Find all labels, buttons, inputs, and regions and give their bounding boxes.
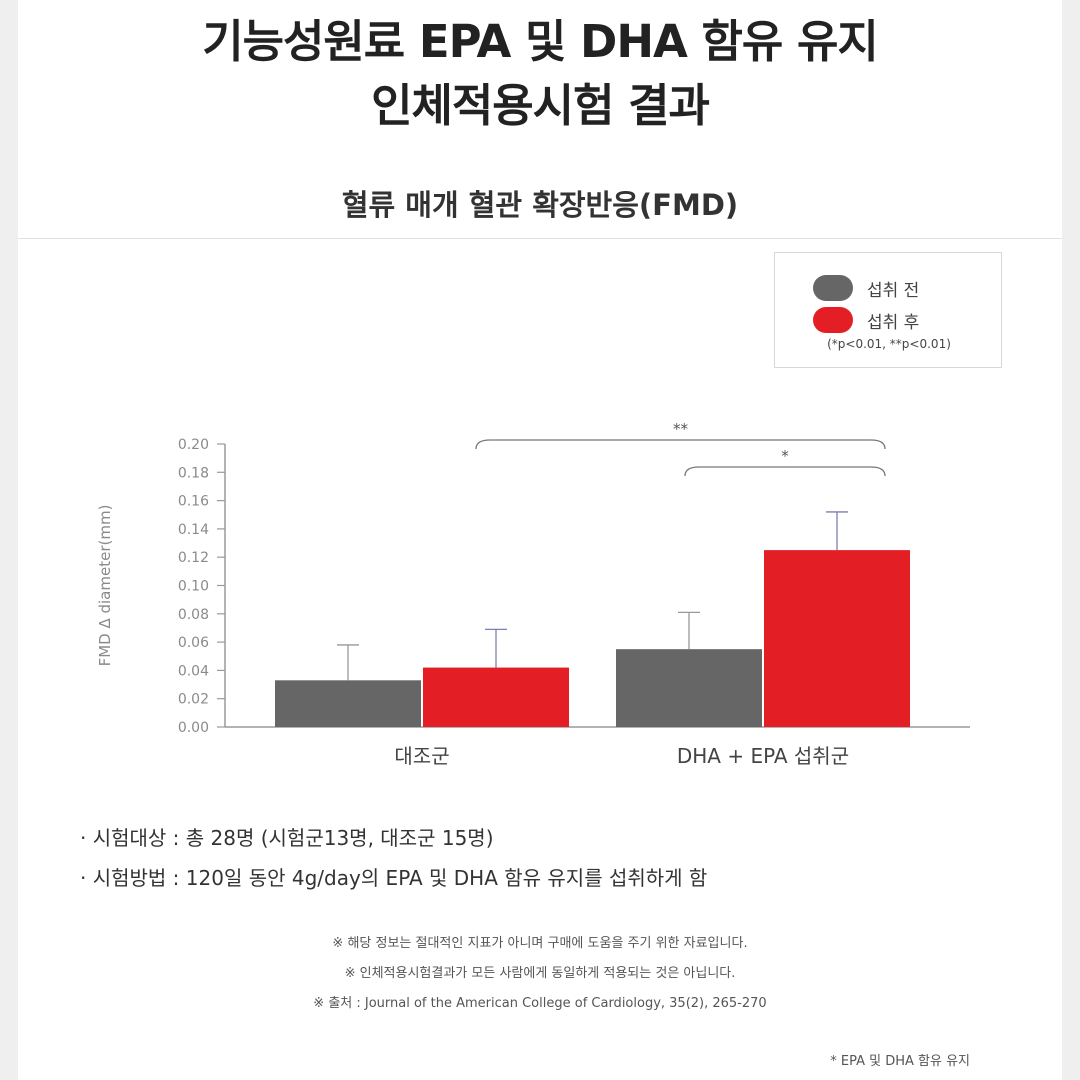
- source-note: ※ 출처 : Journal of the American College o…: [313, 996, 767, 1011]
- title-line-1: 기능성원료 EPA 및 DHA 함유 유지: [202, 15, 879, 68]
- chart-title: 혈류 매개 혈관 확장반응(FMD): [341, 188, 739, 222]
- y-tick-label: 0.04: [178, 663, 209, 679]
- legend-swatch-after: [813, 307, 853, 333]
- category-label: 대조군: [394, 744, 449, 768]
- disclaimer-note-1: ※ 해당 정보는 절대적인 지표가 아니며 구매에 도움을 주기 위한 자료입니…: [332, 936, 748, 951]
- bar-0-1: [423, 667, 569, 727]
- y-tick-label: 0.00: [178, 720, 209, 736]
- significance-bracket: [475, 439, 886, 450]
- category-label: DHA + EPA 섭취군: [677, 744, 849, 768]
- y-tick-label: 0.14: [178, 522, 209, 538]
- legend-swatch-before: [813, 275, 853, 301]
- legend-item-before: 섭취 전: [813, 273, 919, 303]
- y-tick-label: 0.10: [178, 579, 209, 595]
- significance-label: *: [781, 447, 789, 465]
- legend-label-before: 섭취 전: [867, 280, 920, 301]
- bar-0-0: [275, 680, 421, 727]
- significance-bracket: [684, 466, 886, 477]
- legend-item-after: 섭취 후: [813, 305, 919, 335]
- bar-chart: 0.00 0.02 0.04 0.06 0.08 0.10 0.12 0.14 0.16 0.18…: [96, 420, 970, 768]
- footnote: * EPA 및 DHA 함유 유지: [830, 1054, 970, 1069]
- legend-significance-note: (*p<0.01, **p<0.01): [827, 337, 951, 351]
- bar-1-0: [616, 649, 762, 727]
- info-method: · 시험방법 : 120일 동안 4g/day의 EPA 및 DHA 함유 유지…: [80, 866, 708, 890]
- y-tick-label: 0.12: [178, 550, 209, 566]
- legend-label-after: 섭취 후: [867, 312, 920, 333]
- page-title: 기능성원료 EPA 및 DHA 함유 유지 인체적용시험 결과: [18, 10, 1062, 138]
- significance-label: **: [673, 420, 689, 438]
- info-subjects: · 시험대상 : 총 28명 (시험군13명, 대조군 15명): [80, 826, 494, 850]
- bar-1-1: [764, 550, 910, 727]
- y-axis-label: FMD Δ diameter(mm): [96, 505, 114, 667]
- y-tick-label: 0.20: [178, 437, 209, 453]
- disclaimer-note-2: ※ 인체적용시험결과가 모든 사람에게 동일하게 적용되는 것은 아닙니다.: [344, 966, 736, 981]
- y-tick-label: 0.08: [178, 607, 209, 623]
- y-tick-label: 0.06: [178, 635, 209, 651]
- content-card: 기능성원료 EPA 및 DHA 함유 유지 인체적용시험 결과 혈류 매개 혈관…: [18, 0, 1062, 1080]
- title-line-2: 인체적용시험 결과: [371, 79, 710, 132]
- y-tick-label: 0.16: [178, 494, 209, 510]
- chart-legend: 섭취 전 섭취 후 (*p<0.01, **p<0.01): [774, 252, 1002, 368]
- y-tick-label: 0.18: [178, 465, 209, 481]
- header-divider: [18, 238, 1062, 239]
- y-tick-label: 0.02: [178, 692, 209, 708]
